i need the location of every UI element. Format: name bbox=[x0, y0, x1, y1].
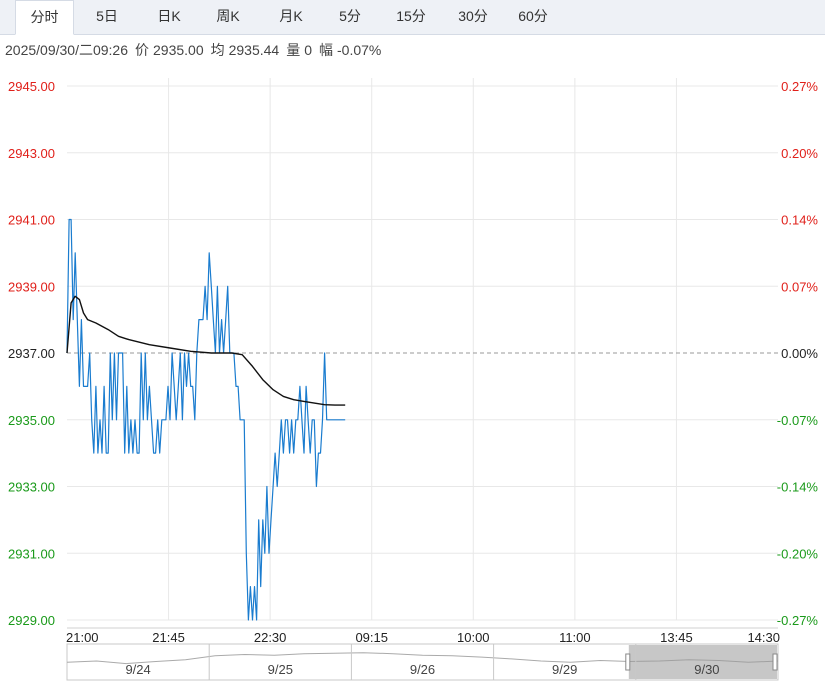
price-value: 2935.00 bbox=[153, 42, 204, 58]
y-tick-label-right: -0.27% bbox=[777, 613, 819, 628]
tab-15min[interactable]: 15分 bbox=[396, 8, 426, 24]
x-tick-label: 21:45 bbox=[152, 630, 185, 645]
y-tick-label-left: 2931.00 bbox=[8, 546, 55, 561]
price-label: 价 bbox=[135, 42, 149, 58]
change-label: 幅 bbox=[319, 42, 334, 58]
y-tick-label-right: 0.20% bbox=[781, 146, 818, 161]
x-tick-label: 09:15 bbox=[355, 630, 388, 645]
navigator-date-label: 9/26 bbox=[410, 662, 435, 677]
tab-60min[interactable]: 60分 bbox=[518, 8, 548, 24]
y-tick-label-left: 2935.00 bbox=[8, 413, 55, 428]
navigator-date-label: 9/24 bbox=[125, 662, 150, 677]
x-tick-label: 22:30 bbox=[254, 630, 287, 645]
x-tick-label: 13:45 bbox=[660, 630, 693, 645]
navigator-date-label: 9/29 bbox=[552, 662, 577, 677]
period-tab-bar: 分时 5日 日K 周K 月K 5分 15分 30分 60分 bbox=[0, 0, 825, 35]
navigator-selection[interactable] bbox=[628, 645, 777, 679]
average-price-line bbox=[66, 295, 346, 406]
y-tick-label-left: 2941.00 bbox=[8, 213, 55, 228]
price-line bbox=[66, 218, 346, 621]
y-tick-label-left: 2937.00 bbox=[8, 346, 55, 361]
tab-5day[interactable]: 5日 bbox=[96, 8, 118, 24]
y-tick-label-left: 2939.00 bbox=[8, 279, 55, 294]
y-tick-label-right: -0.14% bbox=[777, 480, 819, 495]
navigator-date-label: 9/30 bbox=[694, 662, 719, 677]
y-tick-label-right: 0.14% bbox=[781, 213, 818, 228]
tab-intraday[interactable]: 分时 bbox=[15, 0, 74, 35]
change-value: -0.07% bbox=[337, 42, 382, 58]
tab-30min[interactable]: 30分 bbox=[458, 8, 488, 24]
quote-info-bar: 2025/09/30/二09:26 价 2935.00 均 2935.44 量 0 幅 -0.0… bbox=[5, 40, 388, 60]
x-tick-label: 11:00 bbox=[559, 630, 591, 645]
y-tick-label-right: -0.20% bbox=[777, 546, 819, 561]
volume-value: 0 bbox=[304, 42, 313, 58]
volume-label: 量 bbox=[286, 42, 301, 58]
y-tick-label-left: 2933.00 bbox=[8, 480, 55, 495]
tab-weekly-k[interactable]: 周K bbox=[216, 8, 240, 24]
y-tick-label-right: -0.07% bbox=[777, 413, 819, 428]
tab-monthly-k[interactable]: 月K bbox=[279, 8, 303, 24]
avg-label: 均 bbox=[210, 42, 225, 58]
x-tick-label: 14:30 bbox=[747, 630, 780, 645]
tab-5min[interactable]: 5分 bbox=[339, 8, 361, 24]
y-tick-label-right: 0.27% bbox=[781, 79, 818, 94]
avg-value: 2935.44 bbox=[228, 42, 280, 58]
navigator-handle-left[interactable] bbox=[625, 653, 631, 671]
y-tick-label-right: 0.00% bbox=[781, 346, 818, 361]
tab-daily-k[interactable]: 日K bbox=[157, 8, 181, 24]
x-tick-label: 21:00 bbox=[66, 630, 99, 645]
quote-datetime: 2025/09/30/二09:26 bbox=[5, 42, 128, 58]
y-tick-label-left: 2943.00 bbox=[8, 146, 55, 161]
y-tick-label-left: 2945.00 bbox=[8, 79, 55, 94]
y-tick-label-left: 2929.00 bbox=[8, 613, 55, 628]
navigator-handle-right[interactable] bbox=[772, 653, 778, 671]
navigator-date-label: 9/25 bbox=[268, 662, 293, 677]
x-tick-label: 10:00 bbox=[457, 630, 490, 645]
y-tick-label-right: 0.07% bbox=[781, 279, 818, 294]
